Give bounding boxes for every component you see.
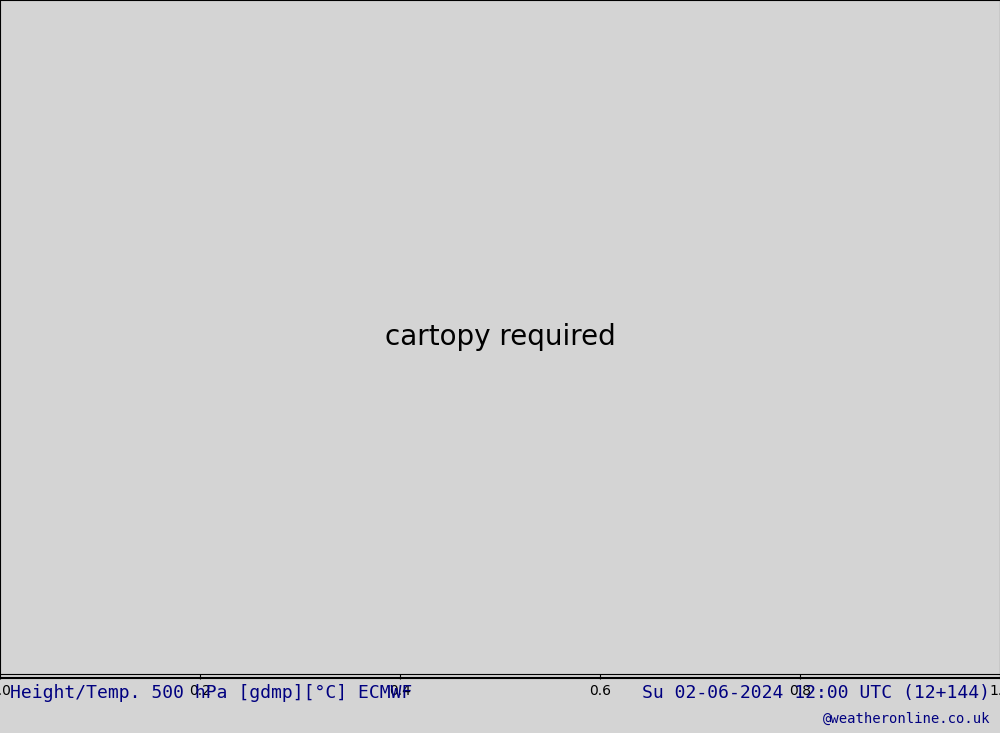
Text: Su 02-06-2024 12:00 UTC (12+144): Su 02-06-2024 12:00 UTC (12+144) [642,684,990,701]
Text: @weatheronline.co.uk: @weatheronline.co.uk [822,712,990,726]
Text: Height/Temp. 500 hPa [gdmp][°C] ECMWF: Height/Temp. 500 hPa [gdmp][°C] ECMWF [10,684,412,701]
Text: cartopy required: cartopy required [385,323,615,351]
